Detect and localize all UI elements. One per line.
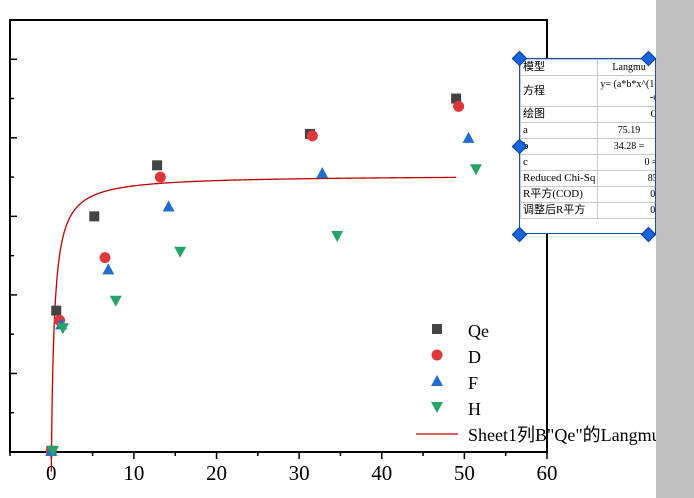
row-label: 模型 bbox=[520, 59, 599, 76]
row-value: 34.28 = bbox=[597, 138, 655, 155]
x-tick-label: 50 bbox=[454, 461, 475, 485]
chart: 0 10 20 30 40 50 60 Qe DFH Sheet1列B"Qe"的Langmu bbox=[9, 19, 656, 485]
table-row: 绘图 Q bbox=[520, 106, 655, 123]
table-row: R平方(COD) 0. bbox=[520, 186, 655, 203]
row-value: 0 = bbox=[597, 154, 655, 171]
data-point-qe bbox=[89, 211, 100, 222]
row-value: 0. bbox=[597, 186, 655, 203]
x-tick-label: 30 bbox=[289, 461, 310, 485]
points-layer bbox=[45, 93, 482, 457]
data-point-h bbox=[331, 231, 344, 242]
fit-curve bbox=[50, 176, 457, 472]
data-point-qe bbox=[51, 305, 62, 316]
x-tick-label: 60 bbox=[537, 461, 558, 485]
data-point-f bbox=[316, 167, 329, 179]
legend-label: H bbox=[468, 399, 481, 419]
data-point-h bbox=[46, 445, 59, 457]
row-label: a bbox=[520, 122, 599, 139]
data-point-h bbox=[469, 164, 482, 176]
data-point-d bbox=[453, 100, 465, 112]
axes: 0 10 20 30 40 50 60 bbox=[9, 19, 558, 485]
row-label: Reduced Chi-Sq bbox=[520, 170, 599, 187]
legend-marker-f bbox=[431, 375, 443, 386]
table-row: 方程 y= (a*b*x^(1- -c bbox=[520, 75, 656, 107]
row-label: 方程 bbox=[520, 75, 599, 107]
table-row: a 75.19 bbox=[520, 122, 655, 139]
table-row: b 34.28 = bbox=[520, 138, 655, 155]
data-point-d bbox=[99, 252, 111, 264]
legend: Qe DFH Sheet1列B"Qe"的Langmu bbox=[416, 321, 656, 445]
equation-cell: y= (a*b*x^(1- -c bbox=[597, 75, 656, 107]
row-label: R平方(COD) bbox=[520, 186, 599, 203]
table-row: Reduced Chi-Sq 85 bbox=[520, 170, 655, 187]
row-value: Q bbox=[597, 106, 655, 123]
data-point-h bbox=[174, 246, 187, 258]
x-tick-label: 20 bbox=[206, 461, 227, 485]
data-point-h bbox=[109, 295, 122, 307]
data-point-f bbox=[102, 263, 115, 275]
data-point-f bbox=[162, 200, 175, 212]
x-tick-label: 40 bbox=[371, 461, 392, 485]
data-point-d bbox=[154, 171, 166, 183]
fit-curve-layer bbox=[50, 176, 457, 472]
legend-marker-h bbox=[431, 402, 443, 413]
row-value: 75.19 bbox=[597, 122, 655, 139]
legend-label: Sheet1列B"Qe"的Langmu bbox=[468, 425, 656, 445]
data-point-d bbox=[306, 130, 318, 142]
row-value: 0. bbox=[597, 202, 655, 219]
row-label: b bbox=[520, 138, 599, 155]
data-point-qe bbox=[152, 160, 163, 171]
fit-results-table[interactable]: 模型 Langmu 方程 y= (a*b*x^(1- -c 绘图 Q a 75.… bbox=[519, 58, 656, 234]
table-row: 调整后R平方 0. bbox=[520, 202, 655, 219]
table-row: 模型 Langmu bbox=[520, 59, 655, 76]
x-tick-label: 0 bbox=[46, 461, 57, 485]
right-sidebar bbox=[656, 0, 694, 498]
data-point-f bbox=[462, 131, 475, 143]
row-label: 调整后R平方 bbox=[520, 202, 599, 219]
table-row: c 0 = bbox=[520, 154, 655, 171]
legend-marker-qe bbox=[432, 324, 442, 334]
legend-marker-d bbox=[431, 349, 443, 361]
data-point-h bbox=[56, 323, 69, 335]
equation-text: y= (a*b*x^(1- bbox=[600, 79, 656, 90]
data-point-qe bbox=[451, 93, 462, 104]
legend-label: Qe bbox=[468, 321, 489, 341]
x-tick-label: 10 bbox=[123, 461, 144, 485]
legend-label: D bbox=[468, 347, 481, 367]
plot-frame bbox=[9, 19, 548, 453]
row-label: 绘图 bbox=[520, 106, 599, 123]
row-label: c bbox=[520, 154, 599, 171]
row-value: 85 bbox=[597, 170, 655, 187]
equation-text-line2: -c bbox=[649, 92, 655, 103]
legend-label: F bbox=[468, 373, 478, 393]
